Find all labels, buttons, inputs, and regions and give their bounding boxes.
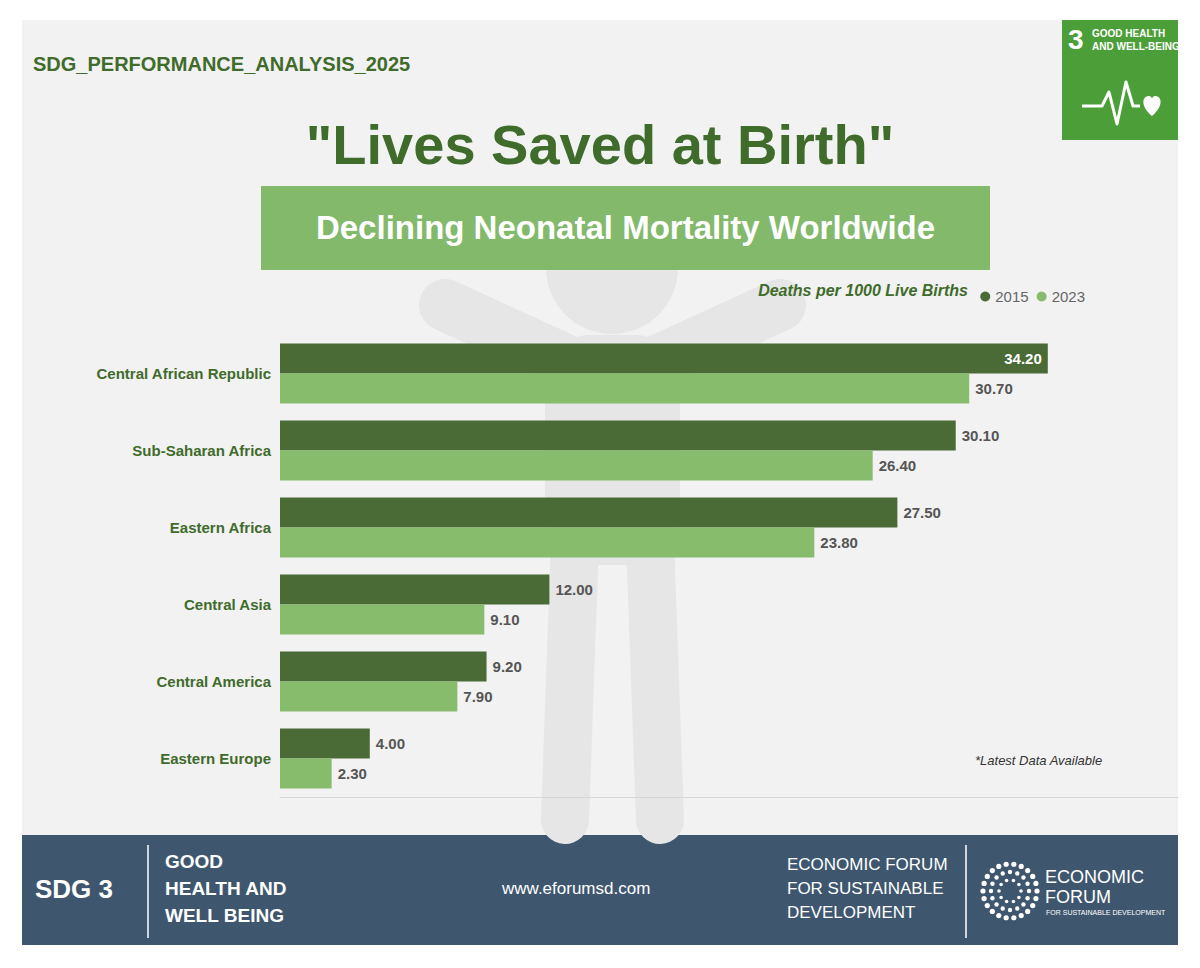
html-text:AND WELL-BEING: AND WELL-BEING: [1092, 41, 1180, 52]
svg-text:4.00: 4.00: [376, 735, 405, 752]
svg-text:2015: 2015: [995, 288, 1028, 305]
html-text:GOOD: GOOD: [165, 851, 224, 872]
html-text:HEALTH AND: HEALTH AND: [165, 878, 287, 899]
svg-text:27.50: 27.50: [903, 504, 941, 521]
html-text:3: 3: [1068, 24, 1084, 55]
html-text:ECONOMIC FORUM: ECONOMIC FORUM: [787, 855, 948, 874]
svg-text:Central Asia: Central Asia: [184, 596, 272, 613]
svg-text:7.90: 7.90: [463, 688, 492, 705]
svg-text:26.40: 26.40: [879, 457, 917, 474]
svg-text:Eastern Africa: Eastern Africa: [170, 519, 272, 536]
html-text:GOOD HEALTH: GOOD HEALTH: [1092, 28, 1166, 39]
svg-text:Eastern Europe: Eastern Europe: [160, 750, 271, 767]
html-text:www.eforumsd.com: www.eforumsd.com: [502, 879, 651, 898]
svg-text:Sub-Saharan Africa: Sub-Saharan Africa: [132, 442, 271, 459]
html-text:*Latest Data Available: *Latest Data Available: [975, 753, 1103, 768]
html-text:DEVELOPMENT: DEVELOPMENT: [787, 903, 916, 922]
svg-text:23.80: 23.80: [820, 534, 858, 551]
html-text:Deaths per 1000 Live Births: Deaths per 1000 Live Births: [758, 282, 968, 299]
html-text:SDG 3: SDG 3: [35, 874, 113, 904]
svg-text:2023: 2023: [1052, 288, 1085, 305]
html-text:ECONOMIC: ECONOMIC: [1045, 867, 1144, 887]
svg-text:2.30: 2.30: [338, 765, 367, 782]
svg-text:30.10: 30.10: [962, 427, 1000, 444]
svg-text:34.20: 34.20: [1004, 350, 1042, 367]
svg-text:Central African Republic: Central African Republic: [97, 365, 271, 382]
html-text:"Lives Saved at Birth": "Lives Saved at Birth": [305, 113, 895, 176]
svg-text:9.10: 9.10: [490, 611, 519, 628]
html-text:WELL BEING: WELL BEING: [165, 905, 284, 926]
html-text:SDG_PERFORMANCE_ANALYSIS_2025: SDG_PERFORMANCE_ANALYSIS_2025: [33, 53, 411, 75]
html-text:Declining Neonatal Mortality W: Declining Neonatal Mortality Worldwide: [315, 209, 936, 246]
html-text:FORUM: FORUM: [1045, 887, 1111, 907]
svg-text:Central America: Central America: [157, 673, 272, 690]
html-text:FOR SUSTAINABLE: FOR SUSTAINABLE: [787, 879, 944, 898]
svg-text:12.00: 12.00: [555, 581, 593, 598]
svg-text:9.20: 9.20: [493, 658, 522, 675]
html-text:FOR SUSTAINABLE DEVELOPMENT: FOR SUSTAINABLE DEVELOPMENT: [1046, 909, 1166, 916]
svg-text:30.70: 30.70: [975, 380, 1013, 397]
